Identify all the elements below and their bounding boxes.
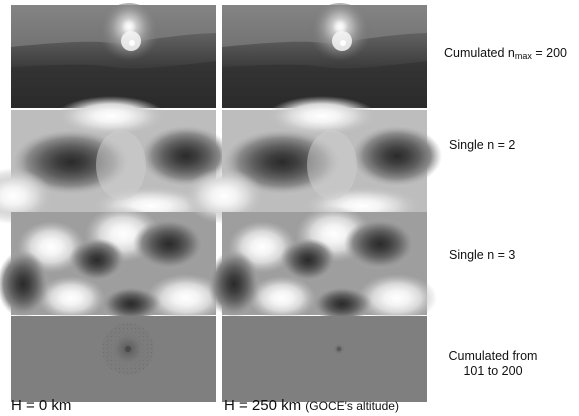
row-label-single-n2: Single n = 2 [449,138,516,152]
row-label-cumulated-nmax: Cumulated nmax = 200 [444,46,574,64]
row4-label-line1: Cumulated from [448,349,538,363]
row1-label-post: = 200 [531,46,567,60]
row4-label-line2: 101 to 200 [463,364,523,378]
col2-label-note: (GOCE's altitude) [305,399,399,413]
panel-h0-cumulated-200 [11,3,216,108]
panel-h250-single-n3 [208,206,437,322]
panel-h250-single-n2 [184,96,442,226]
panel-h0-cumulated-101-200 [11,316,216,402]
row-label-cumulated-101-200: Cumulated from 101 to 200 [432,349,554,379]
panel-h250-cumulated-200 [222,3,427,108]
col1-label-main: H = 0 km [11,397,72,414]
panel-h250-cumulated-101-200 [222,316,427,402]
panel-h0-single-n3 [0,206,226,322]
row1-label-sub: max [514,51,532,61]
row1-label-pre: Cumulated n [444,46,515,60]
column-label-h0: H = 0 km [11,397,71,415]
column-label-h250: H = 250 km (GOCE's altitude) [224,397,399,415]
col2-label-main: H = 250 km [224,397,302,414]
row-label-single-n3: Single n = 3 [449,248,516,262]
